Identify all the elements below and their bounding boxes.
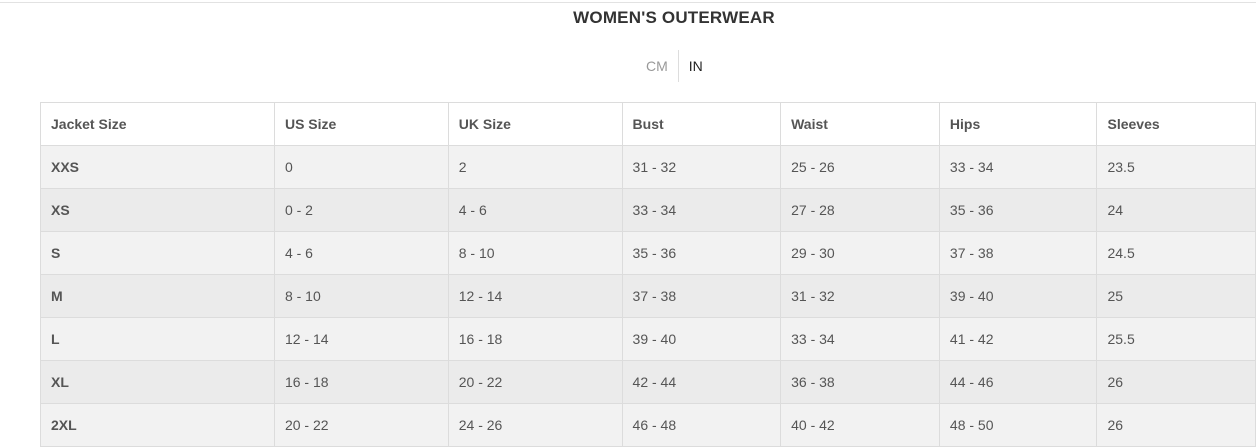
table-cell: 35 - 36: [621, 231, 782, 275]
table-row: XXS 0 2 31 - 32 25 - 26 33 - 34 23.5: [40, 145, 1256, 189]
table-cell: 0: [273, 145, 449, 189]
size-cell: XL: [40, 360, 275, 404]
table-row: L 12 - 14 16 - 18 39 - 40 33 - 34 41 - 42 25.5: [40, 317, 1256, 361]
table-cell: 48 - 50: [938, 403, 1098, 447]
column-header: US Size: [273, 102, 449, 146]
table-cell: 24.5: [1096, 231, 1256, 275]
unit-toggle: CM IN: [636, 50, 713, 82]
column-header: Waist: [780, 102, 940, 146]
page-title: WOMEN'S OUTERWEAR: [573, 8, 775, 27]
table-cell: 37 - 38: [938, 231, 1098, 275]
table-cell: 16 - 18: [447, 317, 623, 361]
table-cell: 39 - 40: [621, 317, 782, 361]
table-cell: 31 - 32: [621, 145, 782, 189]
unit-in-button[interactable]: IN: [688, 58, 703, 74]
table-cell: 25: [1096, 274, 1256, 318]
table-cell: 29 - 30: [780, 231, 940, 275]
table-cell: 8 - 10: [447, 231, 623, 275]
table-cell: 46 - 48: [621, 403, 782, 447]
table-cell: 41 - 42: [938, 317, 1098, 361]
table-cell: 26: [1096, 403, 1256, 447]
size-cell: S: [40, 231, 275, 275]
table-row: 2XL 20 - 22 24 - 26 46 - 48 40 - 42 48 - 50 26: [40, 403, 1256, 447]
table-cell: 31 - 32: [780, 274, 940, 318]
table-cell: 0 - 2: [273, 188, 449, 232]
table-cell: 2: [447, 145, 623, 189]
table-cell: 37 - 38: [621, 274, 782, 318]
table-cell: 44 - 46: [938, 360, 1098, 404]
table-cell: 4 - 6: [273, 231, 449, 275]
size-cell: XXS: [40, 145, 275, 189]
column-header: Sleeves: [1096, 102, 1256, 146]
table-cell: 12 - 14: [273, 317, 449, 361]
table-cell: 33 - 34: [621, 188, 782, 232]
table-cell: 35 - 36: [938, 188, 1098, 232]
table-cell: 8 - 10: [273, 274, 449, 318]
size-cell: 2XL: [40, 403, 275, 447]
table-cell: 16 - 18: [273, 360, 449, 404]
top-divider: [0, 2, 1256, 3]
table-cell: 23.5: [1096, 145, 1256, 189]
table-cell: 12 - 14: [447, 274, 623, 318]
table-cell: 24: [1096, 188, 1256, 232]
table-header-row: Jacket Size US Size UK Size Bust Waist Hips Sl…: [40, 102, 1256, 146]
size-chart-table: Jacket Size US Size UK Size Bust Waist Hips Sl…: [40, 102, 1256, 447]
table-cell: 33 - 34: [938, 145, 1098, 189]
unit-separator: [677, 50, 679, 82]
size-cell: XS: [40, 188, 275, 232]
table-cell: 42 - 44: [621, 360, 782, 404]
column-header: Hips: [938, 102, 1098, 146]
unit-cm-button[interactable]: CM: [646, 58, 668, 74]
size-cell: L: [40, 317, 275, 361]
table-cell: 25 - 26: [780, 145, 940, 189]
table-cell: 26: [1096, 360, 1256, 404]
table-row: XL 16 - 18 20 - 22 42 - 44 36 - 38 44 - 46 26: [40, 360, 1256, 404]
table-cell: 39 - 40: [938, 274, 1098, 318]
table-cell: 36 - 38: [780, 360, 940, 404]
table-cell: 20 - 22: [273, 403, 449, 447]
table-cell: 20 - 22: [447, 360, 623, 404]
table-cell: 27 - 28: [780, 188, 940, 232]
table-cell: 4 - 6: [447, 188, 623, 232]
table-cell: 33 - 34: [780, 317, 940, 361]
size-cell: M: [40, 274, 275, 318]
column-header: Jacket Size: [40, 102, 275, 146]
table-cell: 24 - 26: [447, 403, 623, 447]
table-cell: 25.5: [1096, 317, 1256, 361]
column-header: UK Size: [447, 102, 623, 146]
column-header: Bust: [621, 102, 782, 146]
table-cell: 40 - 42: [780, 403, 940, 447]
